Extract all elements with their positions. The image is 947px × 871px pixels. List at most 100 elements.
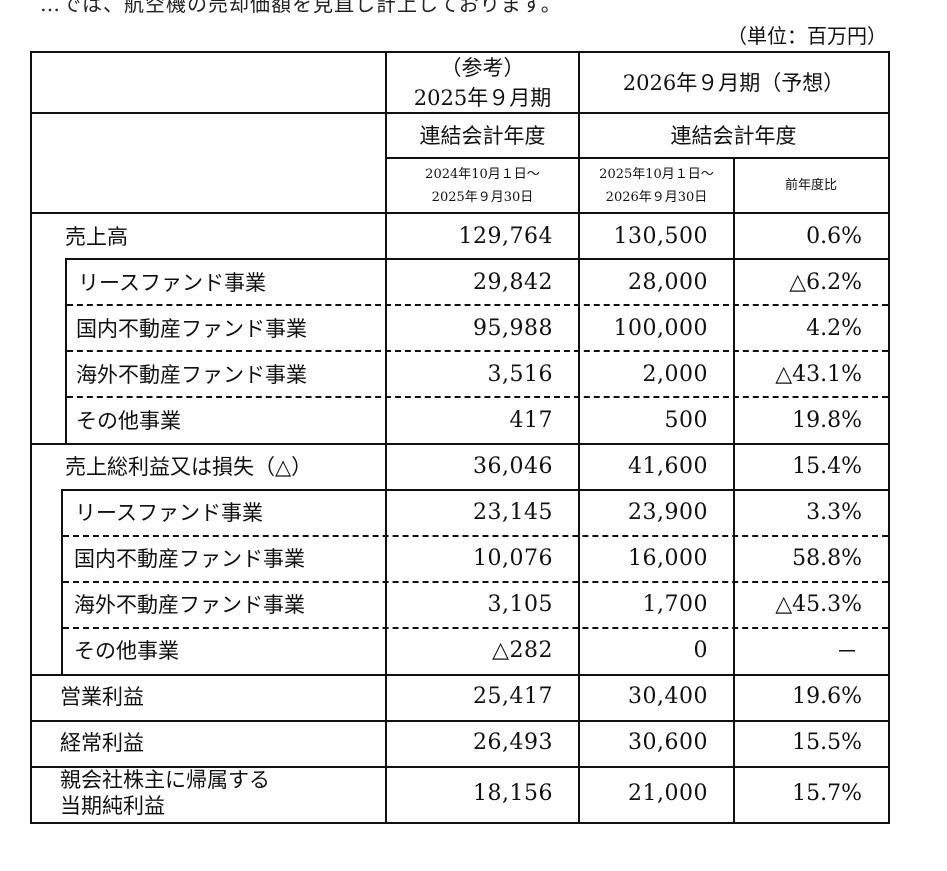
- dashed-divider: [63, 535, 888, 537]
- row-divider: [31, 766, 888, 768]
- row-label-line1: 親会社株主に帰属する: [60, 768, 270, 792]
- row-divider: [31, 112, 888, 114]
- value-yoy: △6.2%: [789, 269, 862, 295]
- row-label-line2: 当期純利益: [60, 794, 165, 818]
- row-label: その他事業: [74, 639, 179, 663]
- table-row: 営業利益 25,417 30,400 19.6%: [31, 673, 888, 719]
- unit-label: （単位：百万円）: [727, 24, 887, 48]
- header-dates-2025-start: 2024年10月１日～: [425, 166, 540, 182]
- header-dates-2026-end: 2026年９月30日: [605, 189, 708, 205]
- row-divider: [31, 674, 888, 676]
- header-blank: [31, 158, 386, 213]
- row-label: 国内不動産ファンド事業: [76, 317, 307, 341]
- header-row-scope: 連結会計年度 連結会計年度: [31, 113, 888, 158]
- value-fy2026: 41,600: [628, 453, 708, 479]
- value-fy2025: 10,076: [473, 545, 553, 571]
- row-label: その他事業: [76, 409, 181, 433]
- row-divider: [61, 489, 888, 491]
- value-yoy: 19.6%: [792, 683, 862, 709]
- table-row: 海外不動産ファンド事業 3,105 1,700 △45.3%: [31, 581, 888, 627]
- header-fy2026: 2026年９月期（予想）: [622, 70, 845, 95]
- value-fy2025: 29,842: [473, 269, 553, 295]
- value-yoy: △45.3%: [775, 591, 862, 617]
- dashed-divider: [67, 304, 888, 306]
- table-row: その他事業 △282 0 －: [31, 627, 888, 673]
- value-fy2025: 3,105: [487, 591, 553, 617]
- row-label: 営業利益: [60, 685, 144, 709]
- value-fy2026: 100,000: [613, 315, 708, 341]
- value-yoy: 3.3%: [806, 499, 862, 525]
- col-divider: [578, 52, 580, 823]
- header-fy2025-label: 2025年９月期: [413, 85, 552, 110]
- header-dates-2025-end: 2025年９月30日: [431, 189, 534, 205]
- table-row: その他事業 417 500 19.8%: [31, 397, 888, 443]
- header-yoy: 前年度比: [784, 178, 837, 193]
- value-yoy: 15.7%: [792, 780, 862, 806]
- value-fy2025: 25,417: [473, 683, 553, 709]
- value-yoy: 15.4%: [792, 453, 862, 479]
- value-fy2026: 30,400: [628, 683, 708, 709]
- table-row: リースファンド事業 23,145 23,900 3.3%: [31, 489, 888, 535]
- dashed-divider: [67, 350, 888, 352]
- row-divider: [31, 720, 888, 722]
- table-row: 親会社株主に帰属する 当期純利益 18,156 21,000 15.7%: [31, 765, 888, 821]
- header-dates-2026: 2025年10月１日～ 2026年９月30日: [579, 158, 734, 213]
- table-row: 売上高 129,764 130,500 0.6%: [31, 213, 888, 259]
- group-indent-line: [61, 489, 63, 675]
- value-yoy: 19.8%: [792, 407, 862, 433]
- header-reference-label: （参考）: [440, 55, 525, 80]
- value-fy2025: 18,156: [473, 780, 553, 806]
- value-fy2026: 21,000: [628, 780, 708, 806]
- value-fy2026: 30,600: [628, 729, 708, 755]
- row-label: 経常利益: [60, 731, 144, 755]
- row-label: リースファンド事業: [78, 271, 266, 295]
- value-fy2026: 1,700: [642, 591, 708, 617]
- value-fy2025: 3,516: [487, 361, 553, 387]
- row-label: 売上総利益又は損失（△）: [65, 455, 313, 479]
- table-row: 経常利益 26,493 30,600 15.5%: [31, 719, 888, 765]
- header-scope-2025: 連結会計年度: [419, 123, 546, 148]
- value-fy2025: 417: [509, 407, 553, 433]
- header-dates-2026-start: 2025年10月１日～: [599, 166, 714, 182]
- value-fy2026: 28,000: [628, 269, 708, 295]
- row-label: 親会社株主に帰属する 当期純利益: [31, 765, 386, 821]
- value-fy2026: 2,000: [642, 361, 708, 387]
- table-row: 売上総利益又は損失（△） 36,046 41,600 15.4%: [31, 443, 888, 489]
- value-fy2026: 23,900: [628, 499, 708, 525]
- value-yoy: －: [835, 640, 858, 665]
- value-fy2025: 95,988: [473, 315, 553, 341]
- dashed-divider: [67, 396, 888, 398]
- value-fy2025: △282: [492, 637, 553, 663]
- table-row: 海外不動産ファンド事業 3,516 2,000 △43.1%: [31, 351, 888, 397]
- header-row-dates: 2024年10月１日～ 2025年９月30日 2025年10月１日～ 2026年…: [31, 158, 888, 213]
- value-fy2026: 16,000: [628, 545, 708, 571]
- header-dates-2025: 2024年10月１日～ 2025年９月30日: [386, 158, 579, 213]
- value-fy2025: 23,145: [473, 499, 553, 525]
- table-row: 国内不動産ファンド事業 95,988 100,000 4.2%: [31, 305, 888, 351]
- table-row: リースファンド事業 29,842 28,000 △6.2%: [31, 259, 888, 305]
- row-divider: [386, 157, 888, 159]
- value-yoy: △43.1%: [775, 361, 862, 387]
- header-scope-2026: 連結会計年度: [670, 123, 797, 148]
- row-label: 海外不動産ファンド事業: [74, 593, 305, 617]
- row-divider: [31, 443, 888, 445]
- header-row-period: （参考） 2025年９月期 2026年９月期（予想）: [31, 52, 888, 113]
- dashed-divider: [63, 627, 888, 629]
- value-yoy: 0.6%: [806, 223, 862, 249]
- value-fy2026: 130,500: [613, 223, 708, 249]
- value-yoy: 15.5%: [792, 729, 862, 755]
- value-fy2025: 129,764: [458, 223, 553, 249]
- value-yoy: 58.8%: [792, 545, 862, 571]
- row-label: リースファンド事業: [75, 501, 263, 525]
- row-label: 海外不動産ファンド事業: [76, 363, 307, 387]
- dashed-divider: [63, 581, 888, 583]
- row-divider: [31, 212, 888, 214]
- header-blank: [31, 52, 386, 113]
- row-label: 国内不動産ファンド事業: [74, 547, 305, 571]
- value-yoy: 4.2%: [806, 315, 862, 341]
- table-row: 国内不動産ファンド事業 10,076 16,000 58.8%: [31, 535, 888, 581]
- row-label: 売上高: [65, 225, 128, 249]
- clipped-body-text: …では、航空機の売却価額を見直し計上しております。: [40, 0, 562, 16]
- row-divider: [65, 258, 888, 260]
- header-blank: [31, 113, 386, 158]
